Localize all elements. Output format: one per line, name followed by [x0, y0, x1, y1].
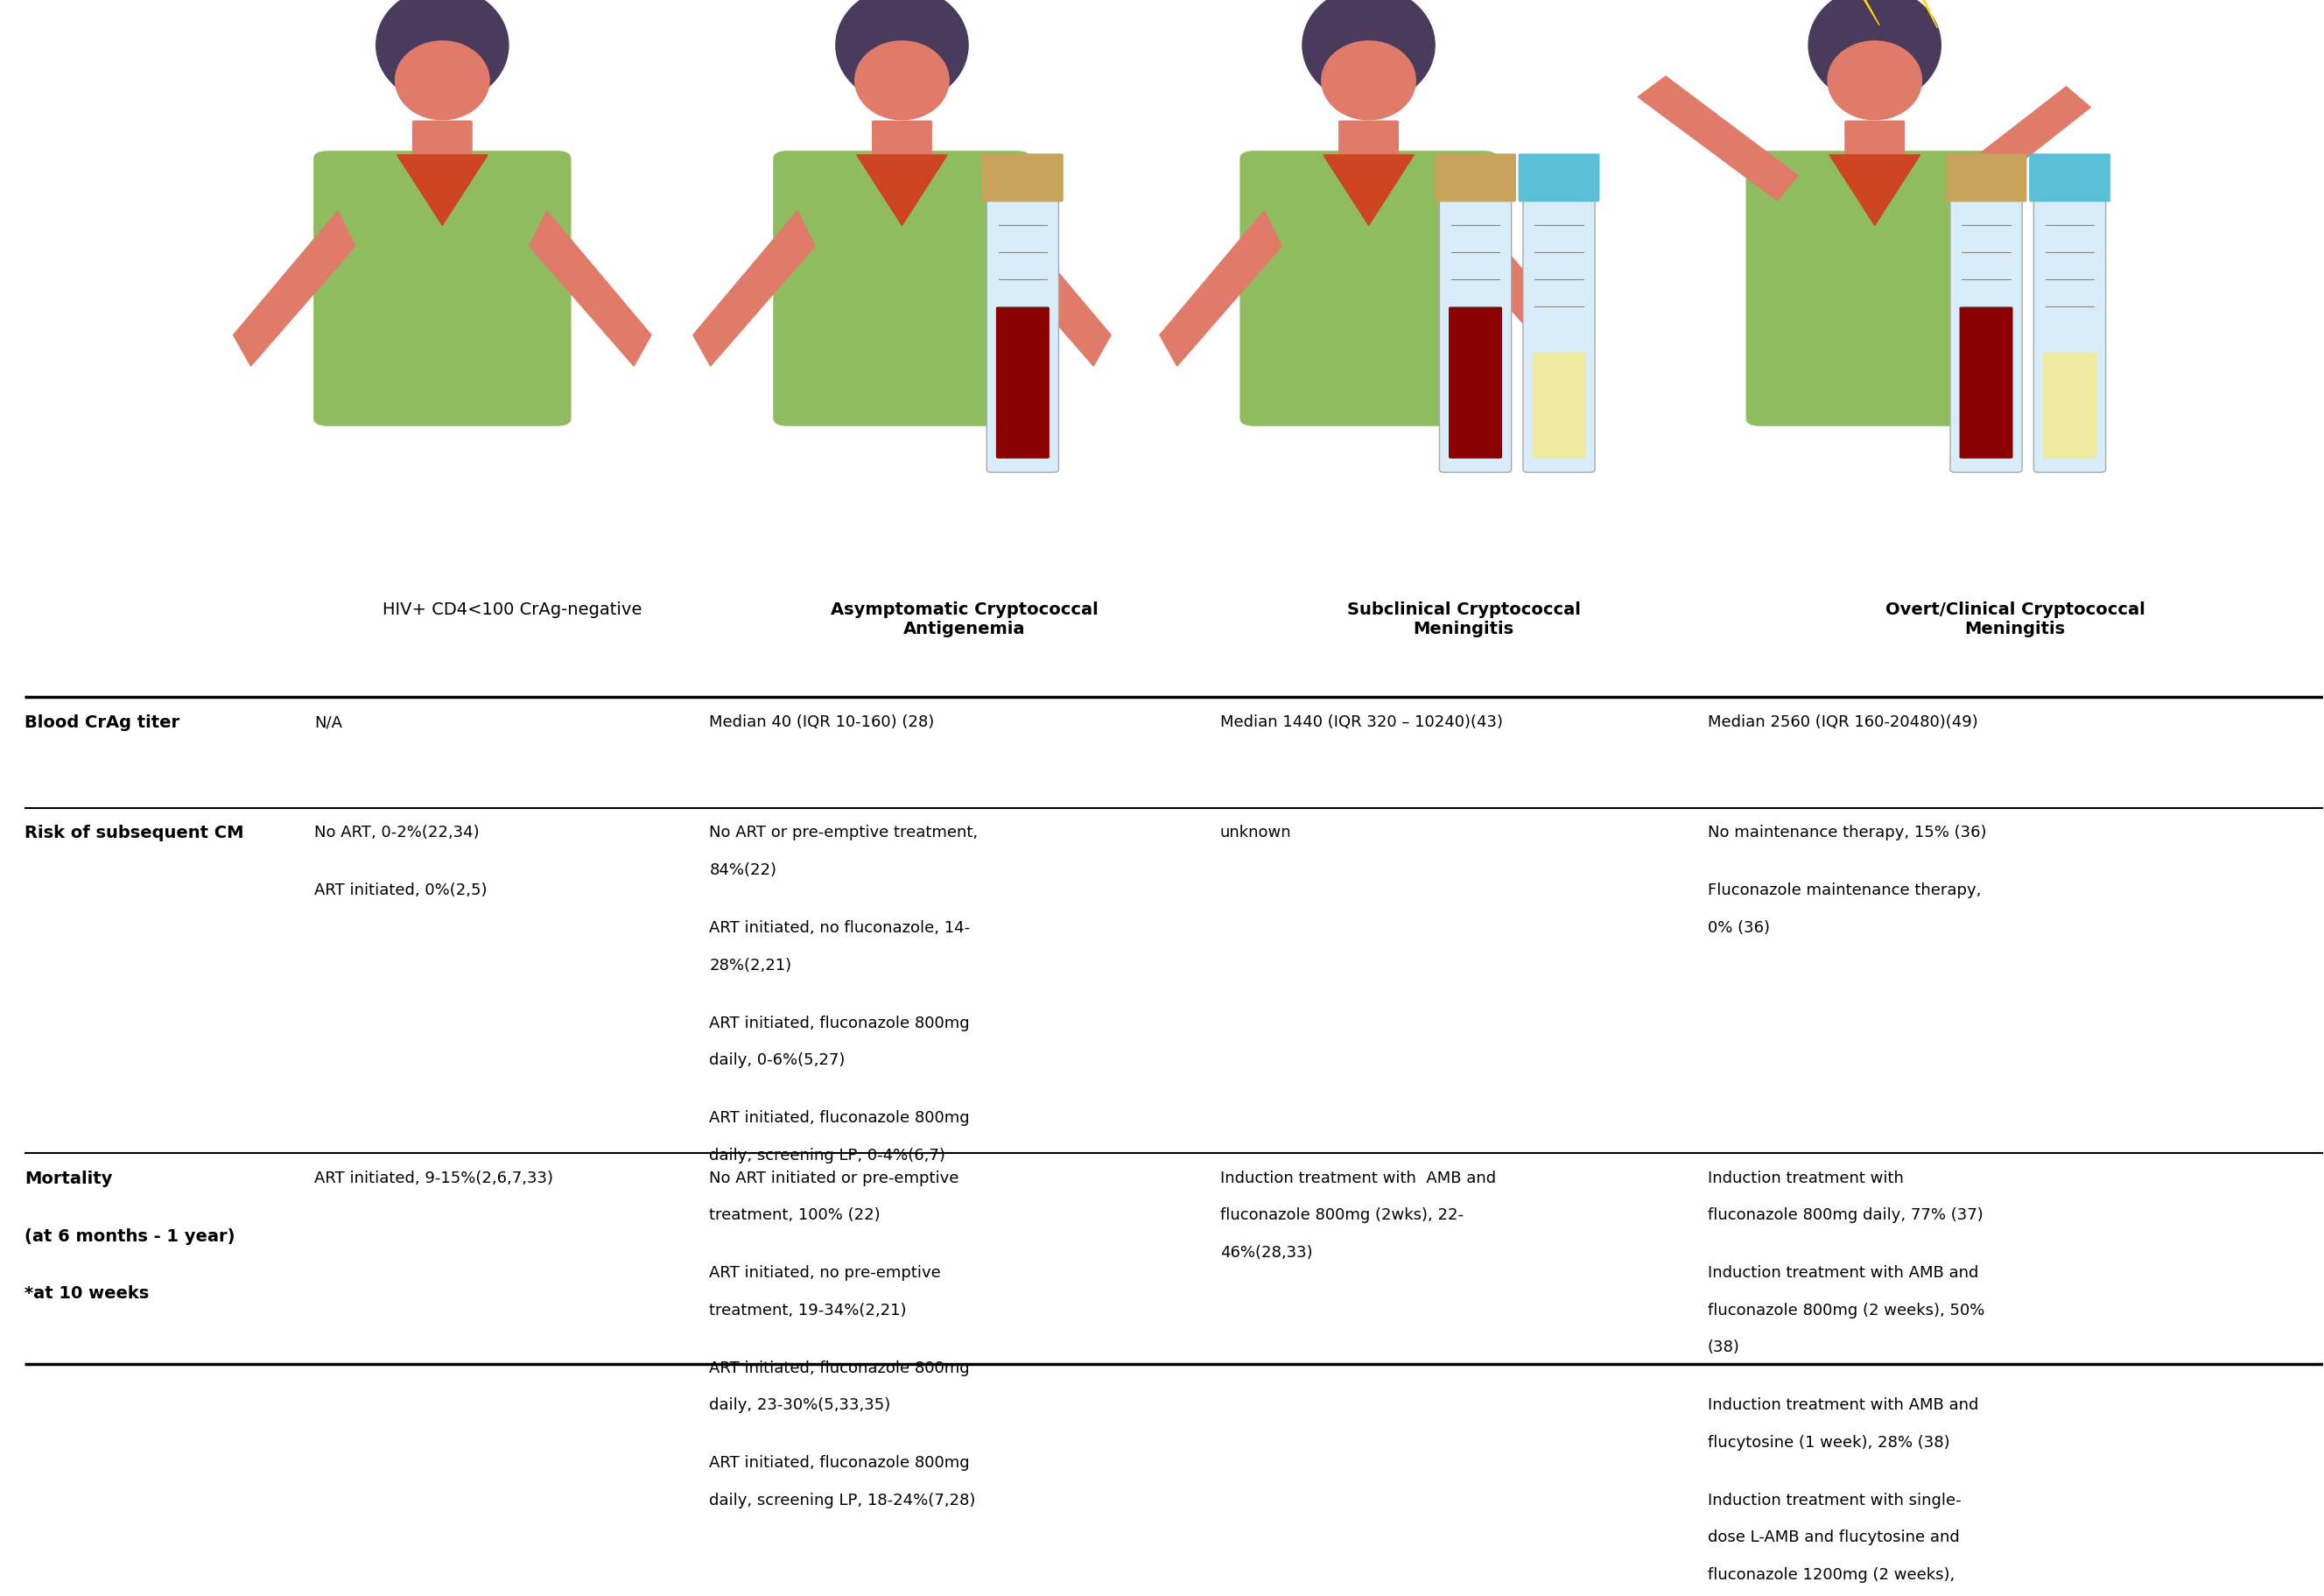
FancyBboxPatch shape [1532, 353, 1585, 460]
FancyBboxPatch shape [2029, 155, 2110, 203]
Text: fluconazole 800mg daily, 77% (37): fluconazole 800mg daily, 77% (37) [1708, 1207, 1982, 1223]
FancyBboxPatch shape [1518, 155, 1599, 203]
Polygon shape [1952, 88, 2092, 201]
Text: ART initiated, 9-15%(2,6,7,33): ART initiated, 9-15%(2,6,7,33) [314, 1170, 553, 1186]
Text: Induction treatment with: Induction treatment with [1708, 1170, 1903, 1186]
Text: *at 10 weeks: *at 10 weeks [26, 1285, 149, 1302]
Ellipse shape [1322, 41, 1415, 121]
FancyBboxPatch shape [988, 188, 1060, 472]
Ellipse shape [395, 41, 490, 121]
FancyBboxPatch shape [1522, 188, 1594, 472]
FancyBboxPatch shape [1448, 308, 1501, 460]
Text: ART initiated, no fluconazole, 14-: ART initiated, no fluconazole, 14- [709, 919, 969, 935]
Polygon shape [858, 156, 948, 227]
Ellipse shape [855, 41, 948, 121]
Text: flucytosine (1 week), 28% (38): flucytosine (1 week), 28% (38) [1708, 1433, 1950, 1449]
FancyBboxPatch shape [1434, 155, 1515, 203]
Text: daily, 0-6%(5,27): daily, 0-6%(5,27) [709, 1052, 846, 1068]
Text: ART initiated, fluconazole 800mg: ART initiated, fluconazole 800mg [709, 1015, 969, 1031]
Text: Induction treatment with  AMB and: Induction treatment with AMB and [1220, 1170, 1497, 1186]
Ellipse shape [376, 0, 509, 104]
Text: fluconazole 800mg (2 weeks), 50%: fluconazole 800mg (2 weeks), 50% [1708, 1302, 1985, 1317]
Polygon shape [1638, 77, 1799, 201]
Text: Induction treatment with AMB and: Induction treatment with AMB and [1708, 1396, 1978, 1412]
Text: Median 2560 (IQR 160-20480)(49): Median 2560 (IQR 160-20480)(49) [1708, 715, 1978, 729]
Text: Mortality: Mortality [26, 1170, 112, 1186]
FancyBboxPatch shape [1745, 152, 2003, 426]
Ellipse shape [1808, 0, 1941, 104]
FancyBboxPatch shape [314, 152, 572, 426]
Ellipse shape [837, 0, 969, 104]
Text: daily, screening LP, 18-24%(7,28): daily, screening LP, 18-24%(7,28) [709, 1492, 976, 1507]
Text: (38): (38) [1708, 1339, 1741, 1355]
Text: dose L-AMB and flucytosine and: dose L-AMB and flucytosine and [1708, 1529, 1959, 1545]
FancyBboxPatch shape [1950, 188, 2022, 472]
Text: ART initiated, fluconazole 800mg: ART initiated, fluconazole 800mg [709, 1360, 969, 1376]
FancyBboxPatch shape [774, 152, 1032, 426]
FancyBboxPatch shape [2043, 353, 2096, 460]
FancyBboxPatch shape [1959, 308, 2013, 460]
Text: 28%(2,21): 28%(2,21) [709, 958, 792, 972]
Text: fluconazole 800mg (2wks), 22-: fluconazole 800mg (2wks), 22- [1220, 1207, 1464, 1223]
Text: ART initiated, no pre-emptive: ART initiated, no pre-emptive [709, 1264, 941, 1280]
Text: 84%(22): 84%(22) [709, 862, 776, 878]
FancyBboxPatch shape [1439, 188, 1511, 472]
Text: N/A: N/A [314, 715, 342, 729]
Polygon shape [1829, 156, 1920, 227]
Text: Fluconazole maintenance therapy,: Fluconazole maintenance therapy, [1708, 883, 1980, 899]
Text: treatment, 100% (22): treatment, 100% (22) [709, 1207, 881, 1223]
Text: Overt/Clinical Cryptococcal
Meningitis: Overt/Clinical Cryptococcal Meningitis [1885, 602, 2145, 637]
Text: treatment, 19-34%(2,21): treatment, 19-34%(2,21) [709, 1302, 906, 1317]
Text: (at 6 months - 1 year): (at 6 months - 1 year) [26, 1227, 235, 1243]
Text: Median 1440 (IQR 320 – 10240)(43): Median 1440 (IQR 320 – 10240)(43) [1220, 715, 1504, 729]
Text: No ART or pre-emptive treatment,: No ART or pre-emptive treatment, [709, 825, 978, 841]
FancyBboxPatch shape [983, 155, 1064, 203]
FancyBboxPatch shape [997, 308, 1050, 460]
Text: 46%(28,33): 46%(28,33) [1220, 1243, 1313, 1259]
FancyBboxPatch shape [1845, 121, 1906, 174]
Polygon shape [397, 156, 488, 227]
Text: Induction treatment with single-: Induction treatment with single- [1708, 1492, 1961, 1507]
Text: Risk of subsequent CM: Risk of subsequent CM [26, 825, 244, 841]
FancyBboxPatch shape [1945, 155, 2027, 203]
Text: Blood CrAg titer: Blood CrAg titer [26, 715, 179, 731]
Ellipse shape [1827, 41, 1922, 121]
Text: ART initiated, fluconazole 800mg: ART initiated, fluconazole 800mg [709, 1109, 969, 1125]
Text: Asymptomatic Cryptococcal
Antigenemia: Asymptomatic Cryptococcal Antigenemia [832, 602, 1099, 637]
FancyBboxPatch shape [1339, 121, 1399, 174]
Polygon shape [693, 212, 816, 367]
Text: unknown: unknown [1220, 825, 1292, 841]
FancyBboxPatch shape [872, 121, 932, 174]
Polygon shape [1455, 212, 1578, 367]
Text: daily, screening LP, 0-4%(6,7): daily, screening LP, 0-4%(6,7) [709, 1148, 946, 1162]
Text: HIV+ CD4<100 CrAg-negative: HIV+ CD4<100 CrAg-negative [381, 602, 641, 618]
Polygon shape [990, 212, 1111, 367]
Text: No ART initiated or pre-emptive: No ART initiated or pre-emptive [709, 1170, 960, 1186]
FancyBboxPatch shape [1239, 152, 1497, 426]
Polygon shape [1899, 0, 1938, 29]
FancyBboxPatch shape [411, 121, 472, 174]
Text: No maintenance therapy, 15% (36): No maintenance therapy, 15% (36) [1708, 825, 1987, 841]
Text: Subclinical Cryptococcal
Meningitis: Subclinical Cryptococcal Meningitis [1348, 602, 1580, 637]
Polygon shape [1160, 212, 1281, 367]
FancyBboxPatch shape [2034, 188, 2106, 472]
Text: ART initiated, fluconazole 800mg: ART initiated, fluconazole 800mg [709, 1454, 969, 1470]
Polygon shape [530, 212, 651, 367]
Ellipse shape [1301, 0, 1434, 104]
Polygon shape [1322, 156, 1413, 227]
Text: ART initiated, 0%(2,5): ART initiated, 0%(2,5) [314, 883, 488, 899]
Polygon shape [1829, 0, 1880, 26]
Text: Induction treatment with AMB and: Induction treatment with AMB and [1708, 1264, 1978, 1280]
Text: 0% (36): 0% (36) [1708, 919, 1769, 935]
Polygon shape [232, 212, 356, 367]
Text: daily, 23-30%(5,33,35): daily, 23-30%(5,33,35) [709, 1396, 890, 1412]
Text: Median 40 (IQR 10-160) (28): Median 40 (IQR 10-160) (28) [709, 715, 934, 729]
Text: No ART, 0-2%(22,34): No ART, 0-2%(22,34) [314, 825, 479, 841]
Text: fluconazole 1200mg (2 weeks),: fluconazole 1200mg (2 weeks), [1708, 1566, 1954, 1582]
